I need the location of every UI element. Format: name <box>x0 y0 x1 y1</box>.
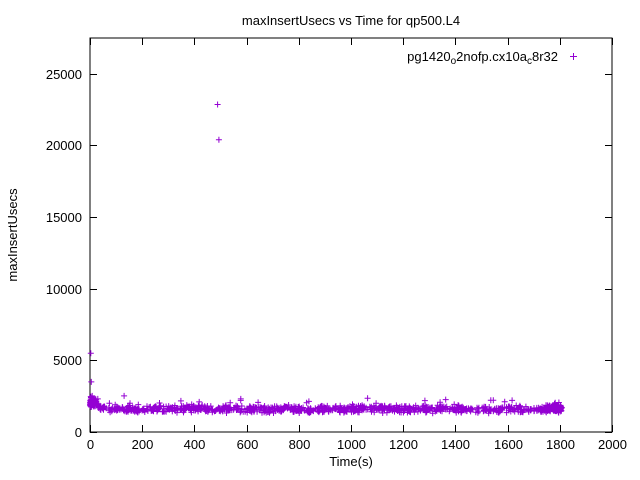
tick-label: 1200 <box>389 437 418 452</box>
tick-label: 1600 <box>494 437 523 452</box>
x-axis-label: Time(s) <box>329 454 373 469</box>
legend-label-part: c <box>527 56 532 67</box>
scatter-points <box>87 101 565 417</box>
y-axis-label: maxInsertUsecs <box>5 188 20 282</box>
legend-label-part: 2nofp.cx10a <box>456 49 528 64</box>
tick-label: 25000 <box>46 67 82 82</box>
legend-label-part: o <box>451 56 457 67</box>
plot-border <box>89 37 613 433</box>
series-points <box>87 101 565 417</box>
legend-label-part: pg1420 <box>407 49 450 64</box>
tick-label: 400 <box>184 437 206 452</box>
legend-plus-marker-icon <box>570 53 577 60</box>
tick-label: 800 <box>289 437 311 452</box>
tick-label: 5000 <box>53 353 82 368</box>
legend: pg1420o2nofp.cx10ac8r32 <box>407 49 577 67</box>
tick-label: 0 <box>87 437 94 452</box>
chart-title: maxInsertUsecs vs Time for qp500.L4 <box>242 13 460 28</box>
tick-label: 20000 <box>46 138 82 153</box>
tick-label: 1000 <box>337 437 366 452</box>
tick-label: 1400 <box>441 437 470 452</box>
legend-series-label: pg1420o2nofp.cx10ac8r32 <box>407 49 558 67</box>
tick-label: 10000 <box>46 282 82 297</box>
tick-label: 1800 <box>546 437 575 452</box>
tick-label: 2000 <box>598 437 627 452</box>
tick-label: 200 <box>132 437 154 452</box>
tick-label: 0 <box>75 425 82 440</box>
tick-label: 600 <box>237 437 259 452</box>
legend-label-part: 8r32 <box>532 49 558 64</box>
axis-ticks: 0 200 400 600 800 1000 1200 1400 1600 1800 2000050… <box>46 38 627 452</box>
tick-label: 15000 <box>46 210 82 225</box>
